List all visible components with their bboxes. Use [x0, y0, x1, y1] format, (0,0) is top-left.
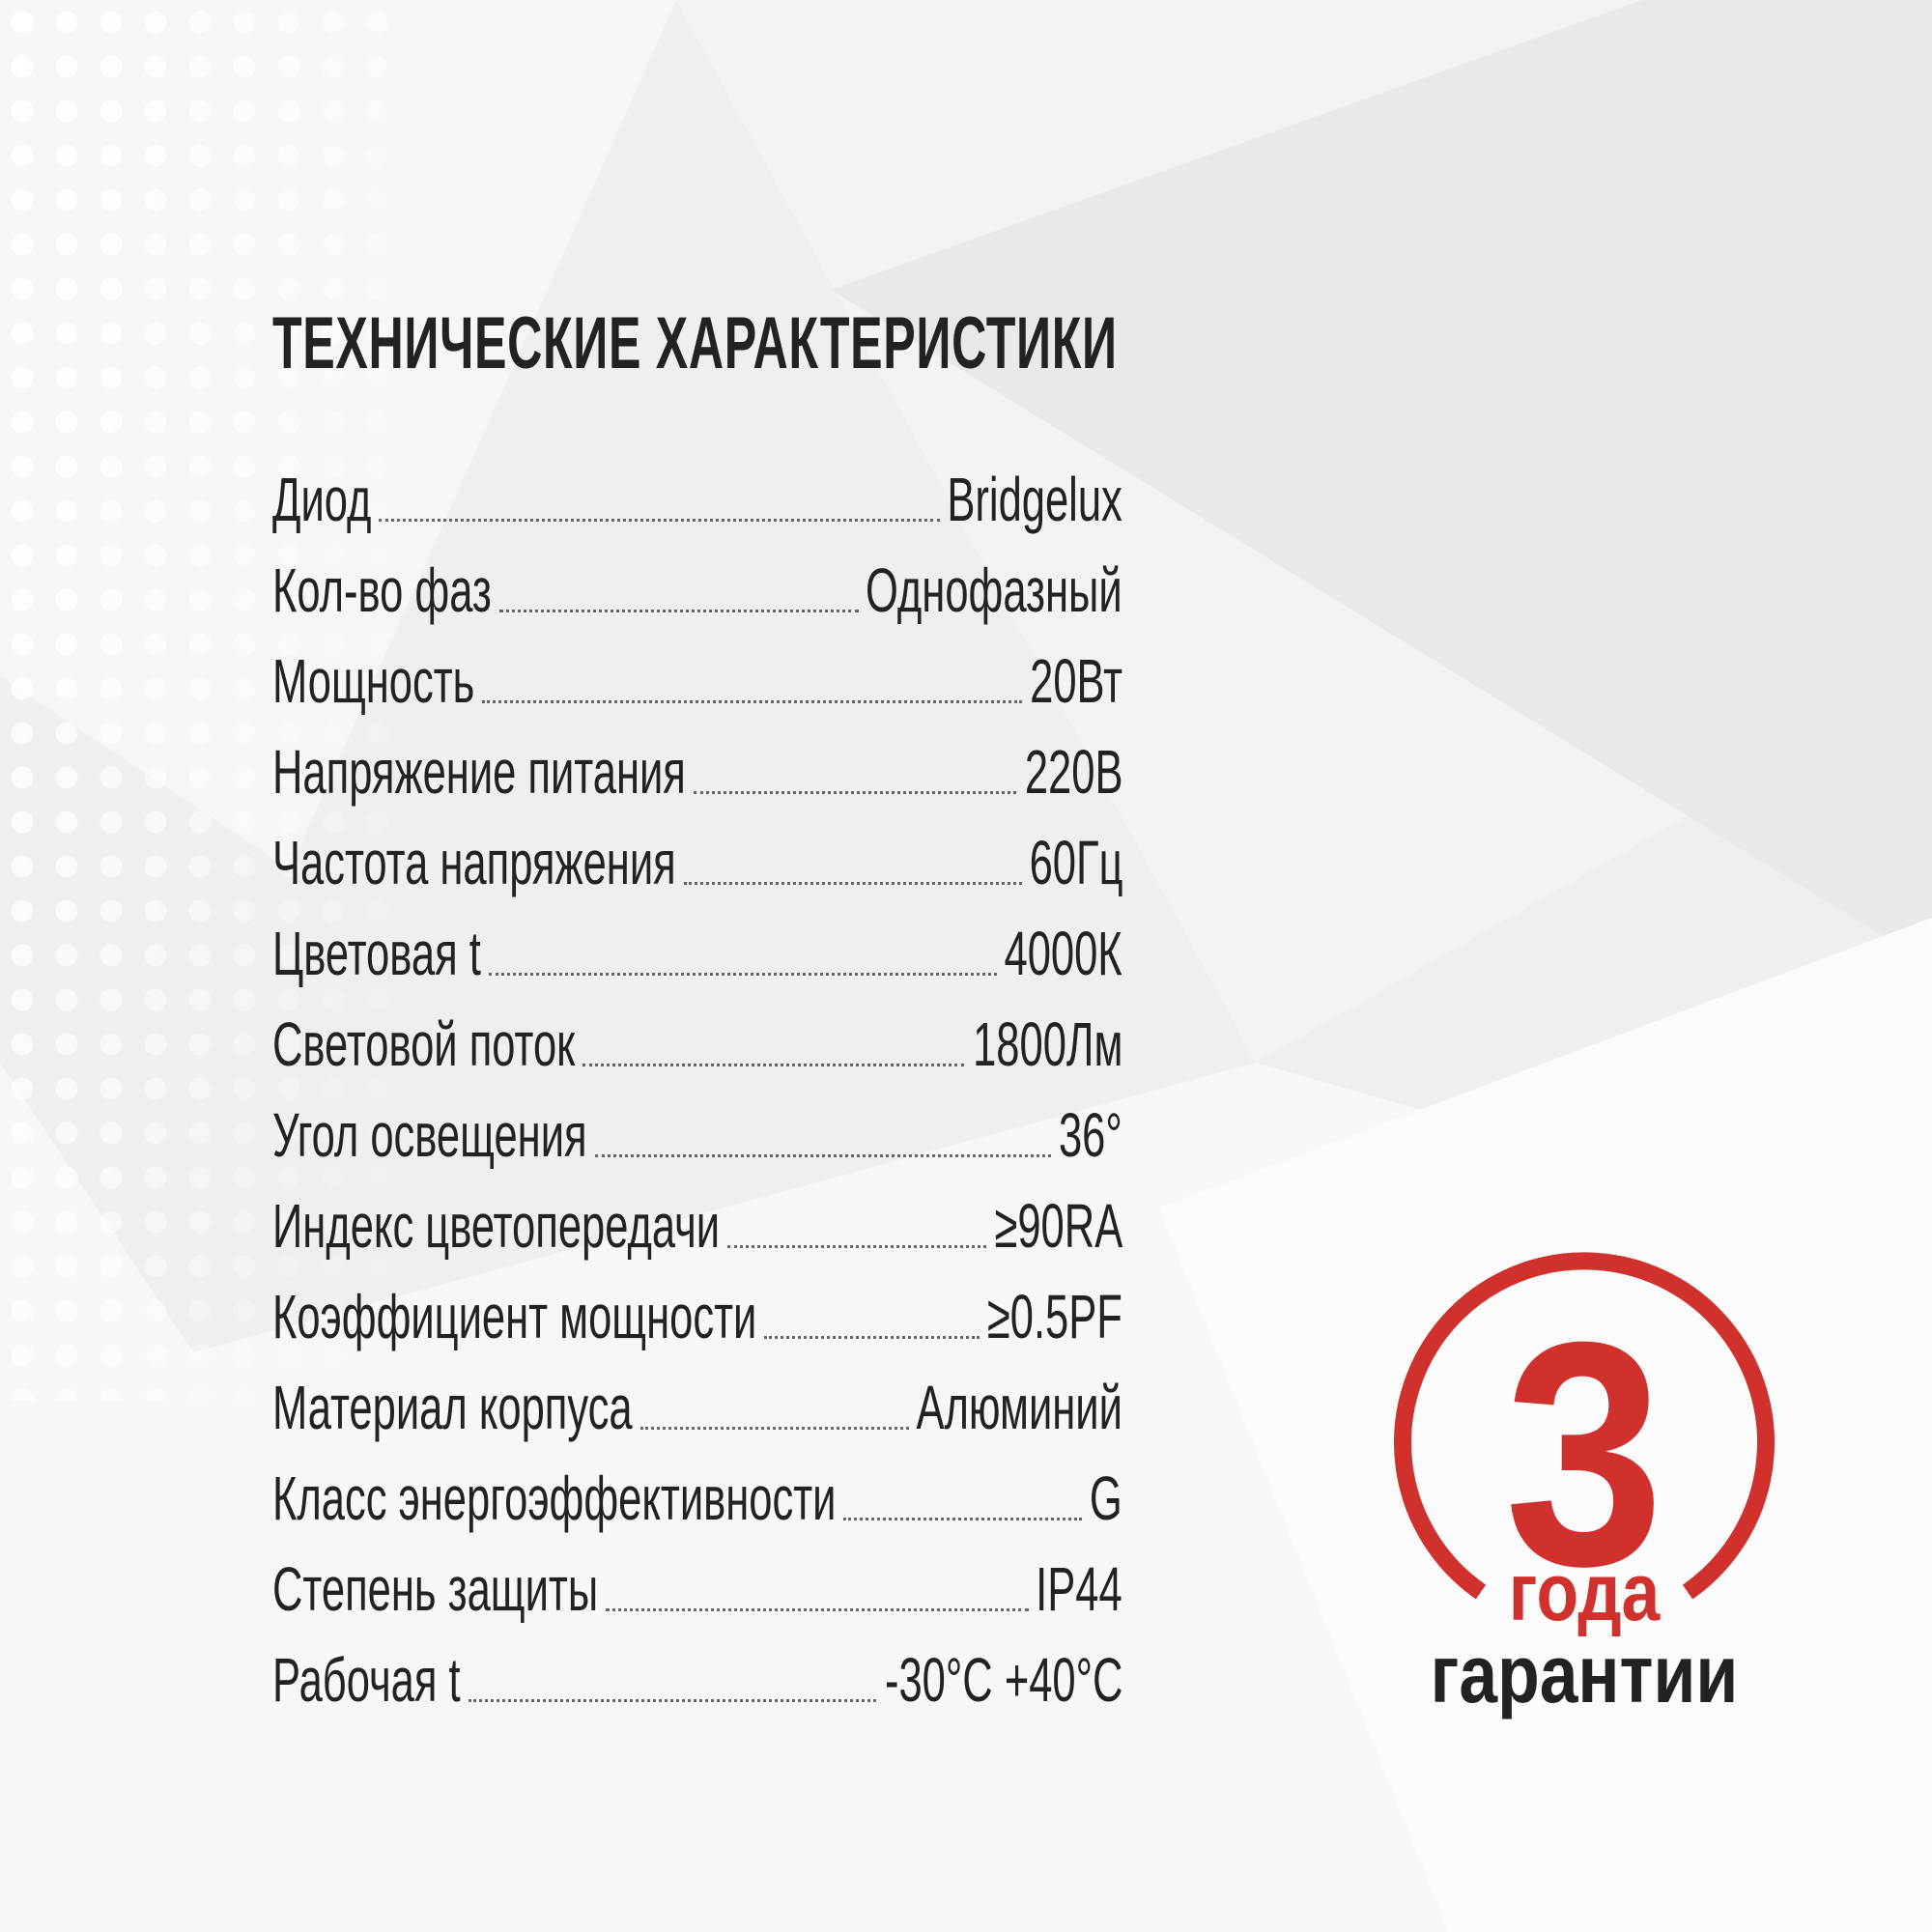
page-title: ТЕХНИЧЕСКИЕ ХАРАКТЕРИСТИКИ: [272, 302, 1118, 384]
spec-value: G: [1090, 1463, 1122, 1533]
spec-value: IP44: [1036, 1554, 1122, 1624]
spec-label: Коэффициент мощности: [272, 1282, 757, 1351]
spec-label: Частота напряжения: [272, 828, 676, 897]
spec-value: ≥90RA: [994, 1191, 1122, 1261]
dotted-leader: [582, 1064, 965, 1066]
warranty-badge: 3 года гарантии: [1391, 1246, 1777, 1729]
spec-row: Угол освещения 36°: [272, 1080, 1122, 1171]
spec-label: Диод: [272, 465, 372, 534]
spec-row: Коэффициент мощности ≥0.5PF: [272, 1262, 1122, 1352]
spec-value: 60Гц: [1029, 828, 1122, 897]
dotted-leader: [693, 791, 1016, 794]
spec-row: Световой поток 1800Лм: [272, 989, 1122, 1080]
spec-label: Мощность: [272, 646, 475, 716]
warranty-number: 3: [1504, 1275, 1664, 1632]
spec-label: Напряжение питания: [272, 737, 686, 807]
warranty-text: гарантии: [1430, 1629, 1739, 1719]
spec-label: Материал корпуса: [272, 1373, 633, 1442]
spec-label: Индекс цветопередачи: [272, 1191, 721, 1261]
warranty-unit: года: [1508, 1547, 1661, 1637]
dotted-leader: [843, 1518, 1083, 1520]
dotted-leader: [594, 1154, 1052, 1157]
spec-row: Индекс цветопередачи ≥90RA: [272, 1171, 1122, 1262]
spec-row: Частота напряжения 60Гц: [272, 808, 1122, 898]
spec-label: Цветовая t: [272, 919, 481, 988]
dot-pattern: [0, 0, 406, 1401]
spec-row: Мощность 20Вт: [272, 626, 1122, 717]
dotted-leader: [639, 1427, 909, 1430]
spec-value: ≥0.5PF: [987, 1282, 1122, 1351]
dotted-leader: [498, 610, 859, 612]
spec-value: 4000К: [1004, 919, 1122, 988]
dotted-leader: [482, 700, 1022, 703]
dotted-leader: [468, 1699, 877, 1702]
dotted-leader: [764, 1336, 980, 1339]
spec-row: Напряжение питания 220В: [272, 717, 1122, 808]
spec-row: Материал корпуса Алюминий: [272, 1352, 1122, 1443]
spec-label: Угол освещения: [272, 1100, 587, 1170]
spec-row: Диод Bridgelux: [272, 444, 1122, 535]
spec-value: Алюминий: [916, 1373, 1122, 1442]
spec-value: 220В: [1024, 737, 1122, 807]
spec-label: Класс энергоэффективности: [272, 1463, 837, 1533]
dotted-leader: [379, 519, 940, 522]
spec-label: Кол-во фаз: [272, 555, 492, 625]
spec-value: -30°C +40°C: [884, 1645, 1122, 1715]
spec-label: Рабочая t: [272, 1645, 461, 1715]
dotted-leader: [683, 882, 1022, 885]
spec-value: Bridgelux: [947, 465, 1122, 534]
dotted-leader: [606, 1608, 1029, 1611]
warranty-ring-icon: [1394, 1252, 1775, 1600]
spec-row: Рабочая t -30°C +40°C: [272, 1625, 1122, 1716]
spec-value: 1800Лм: [972, 1009, 1122, 1079]
dotted-leader: [488, 973, 998, 976]
spec-row: Степень защиты IP44: [272, 1534, 1122, 1625]
spec-label: Световой поток: [272, 1009, 576, 1079]
spec-value: 36°: [1059, 1100, 1122, 1170]
spec-value: 20Вт: [1030, 646, 1122, 716]
spec-label: Степень защиты: [272, 1554, 599, 1624]
spec-row: Класс энергоэффективности G: [272, 1443, 1122, 1534]
spec-list: Диод Bridgelux Кол-во фаз Однофазный Мощност…: [272, 444, 1122, 1716]
spec-row: Цветовая t 4000К: [272, 898, 1122, 989]
spec-row: Кол-во фаз Однофазный: [272, 535, 1122, 626]
spec-value: Однофазный: [866, 555, 1122, 625]
dotted-leader: [727, 1245, 987, 1248]
